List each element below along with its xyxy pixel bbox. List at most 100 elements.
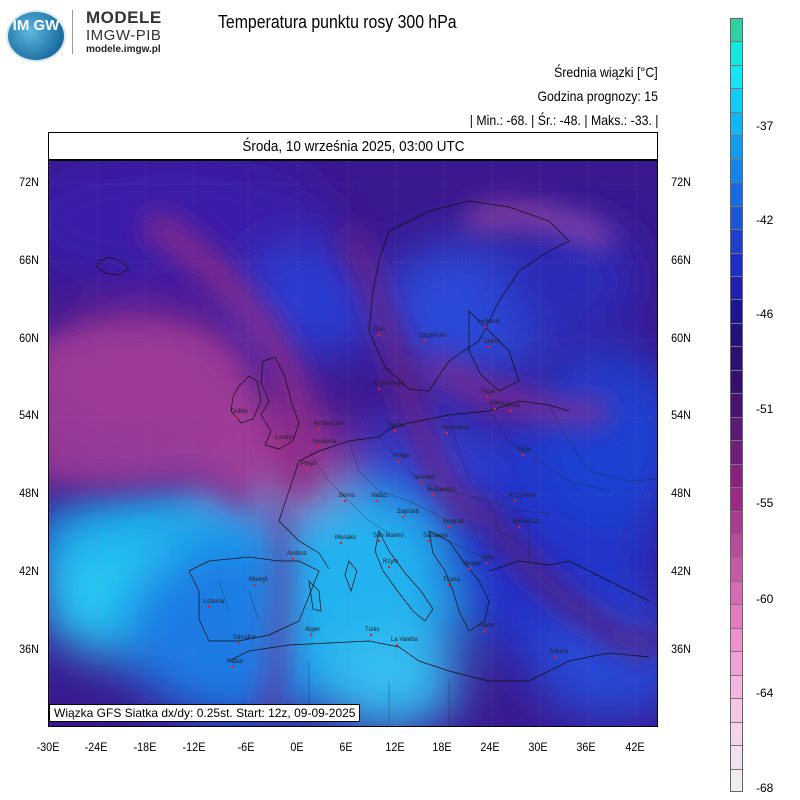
city-marker	[309, 633, 313, 637]
map-area[interactable]: Oslo Sztokholm Helsinki Tallinn Ryga Wilno Miń…	[48, 160, 658, 727]
colorbar-segment	[731, 722, 742, 747]
coastlines	[96, 200, 650, 682]
logo-text: IM GW	[12, 17, 60, 34]
city-label: Oslo	[373, 327, 386, 333]
colorbar-segment	[731, 300, 742, 324]
city-marker	[235, 415, 239, 419]
city-marker	[447, 583, 451, 587]
brand-url[interactable]: modele.imgw.pl	[86, 44, 161, 55]
city-marker	[423, 339, 427, 343]
city-marker	[521, 453, 525, 457]
city-marker	[517, 525, 521, 529]
city-marker	[317, 445, 321, 449]
model-footnote: Wiązka GFS Siatka dx/dy: 0.25st. Start: …	[49, 704, 361, 722]
city-label: Amsterdam	[313, 421, 344, 427]
city-marker	[493, 407, 497, 411]
city-label: Wilno	[489, 401, 505, 407]
city-label: Sarajewo	[423, 533, 449, 539]
city-label: Ankara	[549, 649, 569, 655]
city-marker	[419, 481, 423, 485]
city-label: Ateny	[479, 623, 494, 629]
city-marker	[317, 427, 321, 431]
colorbar-segment	[731, 417, 742, 442]
brand-title: MODELE	[86, 8, 162, 27]
colorbar-segment	[731, 65, 742, 90]
lon-label: 42E	[625, 740, 645, 754]
colorbar-segment	[731, 136, 742, 160]
colorbar-segment	[731, 230, 742, 254]
city-label: Tirana	[443, 577, 460, 583]
city-label: Kopenhaga	[373, 381, 404, 387]
city-layer: Oslo Sztokholm Helsinki Tallinn Ryga Wilno Miń…	[203, 319, 569, 669]
colorbar-segment	[731, 628, 742, 653]
city-label: Mińsk	[505, 403, 522, 409]
colorbar-segment	[731, 652, 742, 676]
colorbar-segment	[731, 253, 742, 277]
colorbar-segment	[731, 394, 742, 418]
lon-label: -18E	[133, 740, 157, 754]
info-forecast-hour: Godzina prognozy: 15	[537, 88, 658, 104]
city-label: Ryga	[481, 389, 496, 395]
city-marker	[253, 583, 257, 587]
colorbar-tick-label: -60	[756, 592, 774, 606]
city-marker	[467, 567, 471, 571]
colorbar-segment	[731, 605, 742, 629]
city-marker	[401, 515, 405, 519]
dewpoint-bands	[49, 207, 657, 723]
graticule	[49, 161, 657, 726]
lon-label: 0E	[290, 740, 304, 754]
colorbar-segment	[731, 370, 742, 395]
city-label: Kijów	[517, 447, 532, 453]
info-stats: | Min.: -68. | Śr.: -48. | Maks.: -33. |	[469, 112, 658, 128]
city-marker	[483, 325, 487, 329]
city-label: Zagrzeb	[397, 509, 420, 515]
imgw-logo	[6, 10, 66, 62]
colorbar-segment	[731, 441, 742, 465]
colorbar-segment	[731, 112, 742, 137]
city-label: Kiszyniów	[509, 493, 536, 499]
city-label: Bukareszt	[513, 519, 540, 525]
colorbar-tick-label: -64	[756, 686, 774, 700]
city-label: Gibraltar	[233, 635, 256, 641]
city-marker	[279, 441, 283, 445]
colorbar-segment	[731, 675, 742, 700]
city-marker	[431, 493, 435, 497]
city-label: San Marino	[373, 533, 404, 539]
city-marker	[377, 333, 381, 337]
colorbar-segment	[731, 89, 742, 113]
lat-label-right: 72N	[671, 175, 691, 189]
city-marker	[231, 665, 235, 669]
lat-label-right: 54N	[671, 408, 691, 422]
city-marker	[427, 539, 431, 543]
colorbar-segment	[731, 183, 742, 207]
map-date: Środa, 10 września 2025, 03:00 UTC	[241, 138, 465, 155]
lon-label: 12E	[385, 740, 405, 754]
city-label: Skopje	[463, 561, 482, 567]
city-marker	[343, 499, 347, 503]
country-borders	[218, 404, 657, 726]
colorbar-segment	[731, 206, 742, 231]
map-field: Oslo Sztokholm Helsinki Tallinn Ryga Wilno Miń…	[49, 161, 657, 726]
colorbar-segment	[731, 323, 742, 348]
colorbar-segment	[731, 746, 742, 770]
lon-label: 18E	[432, 740, 452, 754]
lat-label-left: 36N	[19, 642, 39, 656]
city-marker	[445, 431, 449, 435]
city-marker	[447, 525, 451, 529]
colorbar-segment	[731, 159, 742, 184]
lat-label-left: 66N	[19, 253, 39, 267]
city-marker	[377, 387, 381, 391]
info-unit: Średnia wiązki [°C]	[554, 64, 658, 80]
logo-divider	[72, 10, 73, 54]
city-marker	[509, 409, 513, 413]
colorbar-segment	[731, 42, 742, 66]
colorbar-segment	[731, 464, 742, 489]
city-label: La Valetta	[391, 637, 418, 643]
page-title: Temperatura punktu rosy 300 hPa	[218, 12, 457, 32]
city-marker	[513, 499, 517, 503]
map-date-box: Środa, 10 września 2025, 03:00 UTC	[48, 132, 658, 160]
city-marker	[395, 643, 399, 647]
city-label: Algier	[305, 627, 320, 633]
city-label: Bruksela	[313, 439, 337, 445]
lon-label: 36E	[576, 740, 596, 754]
